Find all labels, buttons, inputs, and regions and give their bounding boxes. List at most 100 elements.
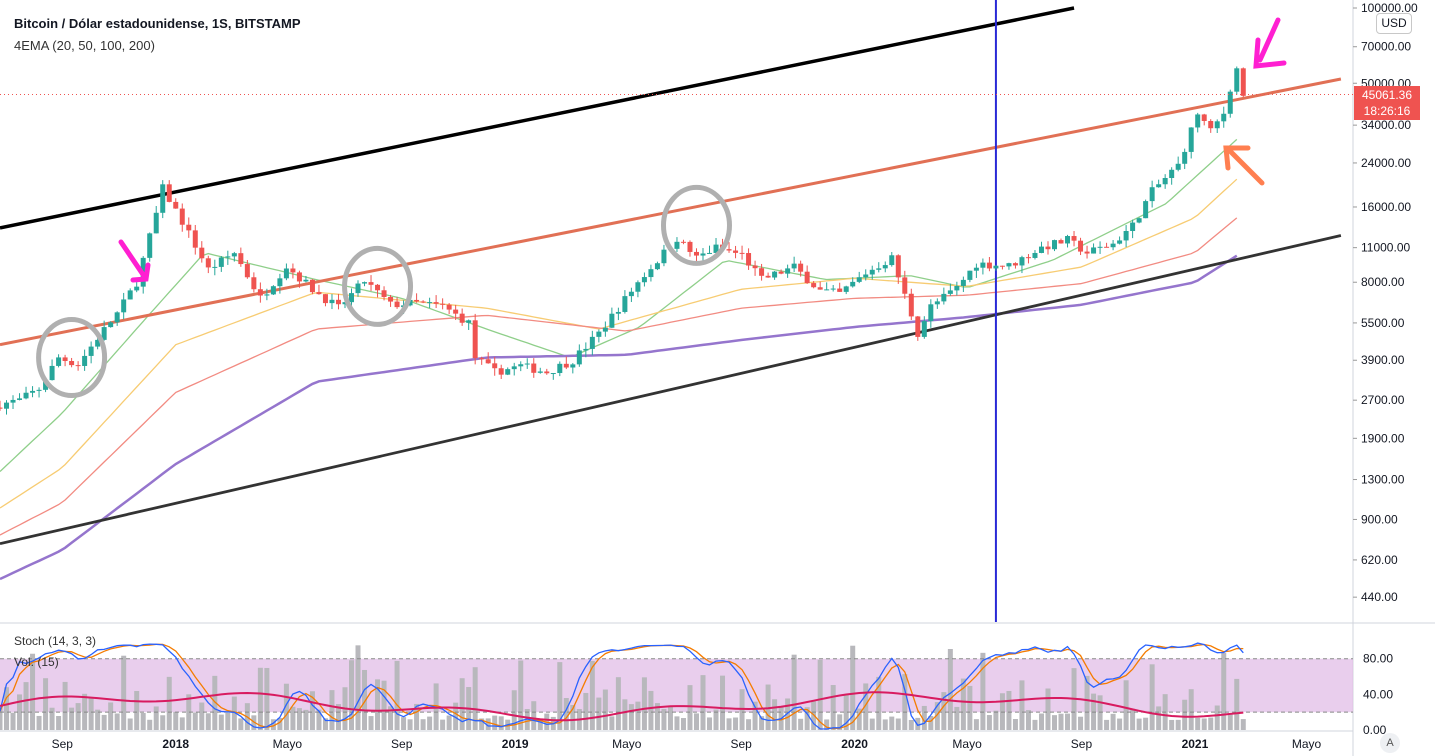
candle [902, 270, 908, 299]
candle-body [1169, 169, 1175, 179]
volume-bar [257, 667, 263, 730]
candle-body [1078, 240, 1084, 252]
candle-body [746, 253, 752, 266]
volume-indicator-label[interactable]: Vol. (15) [14, 655, 59, 669]
candle [10, 395, 16, 410]
volume-bar [928, 715, 934, 730]
candle-body [596, 331, 602, 337]
time-tick-label: Sep [391, 737, 413, 751]
candle-body [1162, 178, 1168, 185]
candle-body [270, 286, 276, 295]
candle-body [973, 267, 979, 271]
volume-bar [654, 703, 660, 730]
candle [498, 364, 504, 379]
candle-body [108, 322, 114, 328]
volume-bar [1058, 713, 1064, 730]
candle [121, 292, 127, 320]
candle-body [1012, 263, 1018, 266]
candle [1078, 237, 1084, 256]
candle-body [205, 258, 211, 268]
ema-line-ema100 [0, 217, 1238, 536]
candle [264, 288, 270, 301]
candle [75, 361, 81, 371]
candle [824, 282, 830, 291]
volume-bar [218, 714, 224, 730]
candle [609, 307, 615, 329]
volume-bar [62, 681, 68, 730]
candle-body [1038, 246, 1044, 253]
volume-bar [648, 690, 654, 730]
orange-arrow-annotation [1223, 145, 1265, 186]
candle [1156, 179, 1162, 188]
candle-body [244, 264, 250, 278]
volume-bar [349, 660, 355, 730]
candle-body [824, 289, 830, 291]
candle-body [876, 268, 882, 270]
volume-bar [23, 682, 29, 730]
candle-body [531, 363, 537, 373]
candle [1091, 243, 1097, 254]
volume-bar [1065, 713, 1071, 730]
ema-indicator-label[interactable]: 4EMA (20, 50, 100, 200) [14, 38, 155, 53]
volume-bar [1208, 717, 1214, 730]
volume-bar [602, 689, 608, 730]
candle-body [986, 262, 992, 269]
currency-button[interactable]: USD [1376, 13, 1412, 34]
candle-body [322, 294, 328, 304]
auto-scale-button[interactable]: A [1380, 733, 1400, 753]
candle-body [511, 366, 517, 370]
candle-body [186, 224, 192, 231]
candle-body [687, 241, 693, 252]
volume-bar [166, 676, 172, 730]
candle-body [589, 336, 595, 349]
volume-bar [915, 717, 921, 730]
volume-bar [973, 719, 979, 730]
volume-bar [583, 692, 589, 730]
candle [934, 298, 940, 309]
volume-bar [179, 717, 185, 730]
candle-body [791, 263, 797, 269]
candle-body [615, 311, 621, 314]
candle [850, 277, 856, 288]
candle [648, 264, 654, 282]
candle [798, 260, 804, 277]
candle [4, 400, 10, 415]
candle [388, 294, 394, 307]
candle-body [602, 327, 608, 332]
volume-bar [401, 717, 407, 730]
candle-body [505, 369, 511, 375]
candle [1097, 241, 1103, 254]
candle-body [479, 358, 485, 360]
candle-body [466, 320, 472, 323]
candle-body [869, 269, 875, 275]
volume-bar [1156, 706, 1162, 730]
candle [993, 265, 999, 271]
ema-line-ema200 [0, 254, 1238, 581]
price-tick-label: 16000.00 [1361, 200, 1411, 214]
candle-body [283, 268, 289, 279]
candle-body [570, 364, 576, 368]
candle [752, 260, 758, 276]
candle-body [993, 265, 999, 269]
candle-body [335, 299, 341, 305]
candle-body [446, 304, 452, 310]
candle-body [388, 296, 394, 302]
volume-bar [733, 717, 739, 730]
candle [453, 304, 459, 321]
stoch-indicator-label[interactable]: Stoch (14, 3, 3) [14, 634, 97, 648]
candle [869, 265, 875, 280]
volume-bar [804, 707, 810, 730]
candle-body [622, 296, 628, 312]
candle [1221, 106, 1227, 128]
candle-body [798, 263, 804, 272]
candle-body [472, 320, 478, 359]
volume-bar [843, 695, 849, 730]
ema-line-ema20 [0, 138, 1238, 472]
volume-bar [407, 719, 413, 730]
candle-body [628, 291, 634, 297]
trendline-upper-channel [0, 6, 1075, 230]
candle [394, 297, 400, 309]
candle [1162, 174, 1168, 189]
candle-body [173, 201, 179, 209]
